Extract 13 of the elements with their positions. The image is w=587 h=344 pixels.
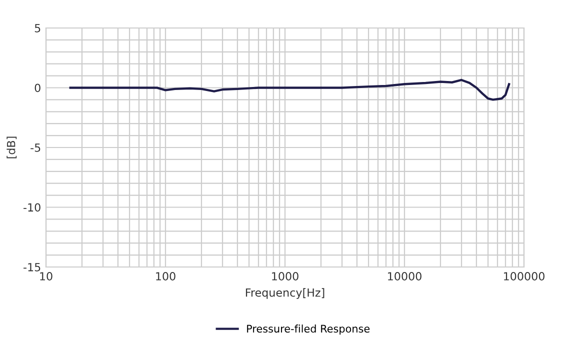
x-tick-label: 10000 <box>388 272 422 280</box>
x-tick-label: 10 <box>40 272 52 280</box>
y-tick-label: 0 <box>34 84 40 92</box>
x-tick-label: 100 <box>156 272 176 280</box>
y-axis-title: [dB] <box>6 136 17 158</box>
y-tick-label: -15 <box>24 263 40 272</box>
y-tick-label: -5 <box>30 144 40 152</box>
x-axis-title: Frequency[Hz] <box>246 288 324 299</box>
x-tick-label: 1000 <box>272 272 298 280</box>
legend-label: Pressure-filed Response <box>247 324 370 335</box>
y-tick-label: -10 <box>24 203 40 212</box>
x-tick-label: 100000 <box>504 272 544 280</box>
y-tick-label: 5 <box>34 24 40 32</box>
